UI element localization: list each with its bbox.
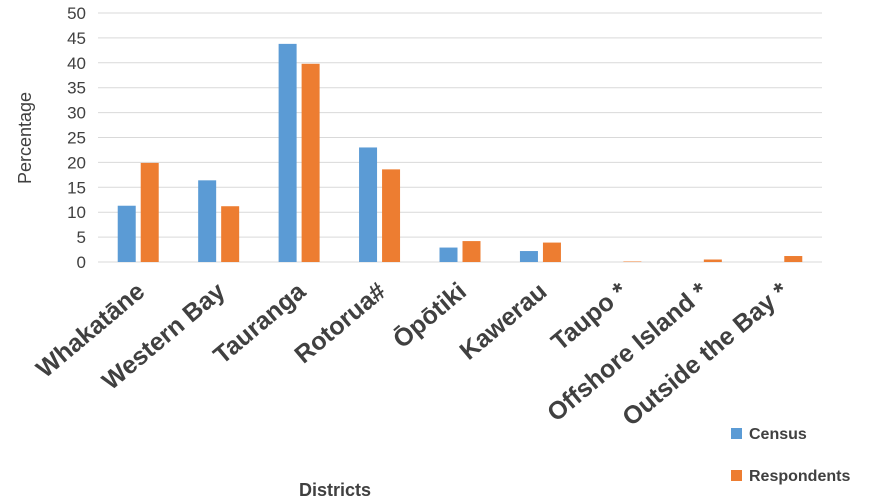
x-tick-label: Rotorua# bbox=[289, 277, 391, 369]
bar-respondents-7 bbox=[703, 259, 722, 262]
legend-label-respondents: Respondents bbox=[749, 468, 850, 485]
bar-respondents-1 bbox=[221, 206, 240, 262]
bar-census-1 bbox=[198, 180, 217, 262]
y-axis-ticks: 0 5 10 15 20 25 30 35 40 45 50 bbox=[67, 4, 86, 272]
y-axis-title: Percentage bbox=[15, 92, 35, 184]
y-tick-label: 10 bbox=[67, 203, 86, 222]
bar-respondents-2 bbox=[301, 63, 320, 262]
x-tick-label: Kawerau bbox=[454, 277, 552, 365]
legend-swatch-census bbox=[731, 428, 742, 439]
y-tick-label: 50 bbox=[67, 4, 86, 23]
bar-respondents-8 bbox=[784, 256, 803, 262]
y-tick-label: 25 bbox=[67, 129, 86, 148]
bar-respondents-5 bbox=[542, 242, 561, 262]
legend-label-census: Census bbox=[749, 426, 807, 443]
y-tick-label: 30 bbox=[67, 104, 86, 123]
y-tick-label: 35 bbox=[67, 79, 86, 98]
bar-census-2 bbox=[278, 43, 297, 262]
y-tick-label: 15 bbox=[67, 178, 86, 197]
bar-census-4 bbox=[439, 247, 458, 262]
y-tick-label: 5 bbox=[77, 228, 86, 247]
bar-census-3 bbox=[359, 147, 378, 262]
bar-respondents-4 bbox=[462, 241, 481, 262]
bars bbox=[117, 43, 803, 262]
bar-respondents-0 bbox=[140, 162, 159, 262]
y-tick-label: 20 bbox=[67, 153, 86, 172]
bar-census-0 bbox=[117, 205, 136, 262]
y-tick-label: 0 bbox=[77, 253, 86, 272]
y-tick-label: 40 bbox=[67, 54, 86, 73]
bar-respondents-3 bbox=[382, 169, 401, 262]
bar-census-5 bbox=[519, 251, 538, 262]
y-tick-label: 45 bbox=[67, 29, 86, 48]
gridlines bbox=[98, 12, 822, 263]
legend-swatch-respondents bbox=[731, 470, 742, 481]
legend: Census Respondents bbox=[731, 426, 850, 485]
x-axis-title: Districts bbox=[299, 480, 371, 500]
